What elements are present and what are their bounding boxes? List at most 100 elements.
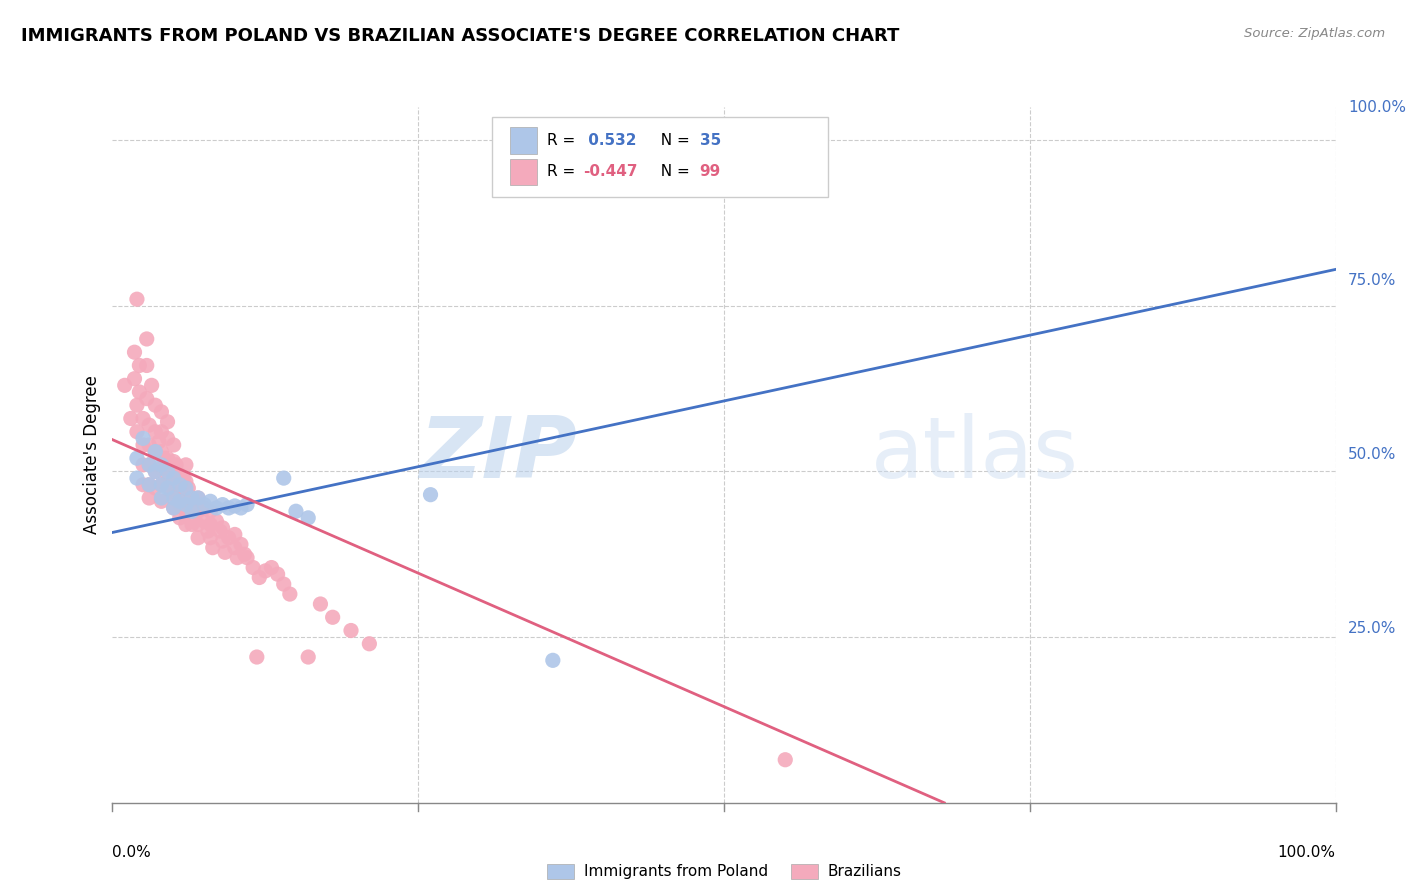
- Point: [132, 431, 155, 445]
- Point: [229, 537, 252, 551]
- Point: [174, 504, 197, 518]
- Point: [174, 458, 197, 472]
- Point: [143, 465, 166, 479]
- Point: [120, 411, 142, 425]
- Point: [143, 481, 166, 495]
- Point: [218, 531, 240, 545]
- Y-axis label: Associate's Degree: Associate's Degree: [83, 376, 101, 534]
- Point: [135, 332, 157, 346]
- Point: [156, 431, 179, 445]
- FancyBboxPatch shape: [510, 159, 537, 185]
- Point: [201, 541, 224, 555]
- Text: 100.0%: 100.0%: [1278, 845, 1336, 860]
- Point: [165, 458, 187, 472]
- Point: [181, 491, 204, 505]
- Point: [169, 484, 191, 499]
- Point: [266, 567, 288, 582]
- Point: [187, 517, 209, 532]
- Point: [163, 488, 186, 502]
- Point: [124, 345, 146, 359]
- Point: [205, 500, 228, 515]
- Point: [169, 498, 191, 512]
- Text: 0.0%: 0.0%: [112, 845, 152, 860]
- Point: [150, 491, 173, 505]
- Text: R =: R =: [547, 133, 579, 148]
- Point: [143, 465, 166, 479]
- Point: [226, 550, 249, 565]
- Point: [150, 494, 173, 508]
- Legend: Immigrants from Poland, Brazilians: Immigrants from Poland, Brazilians: [541, 857, 907, 886]
- Point: [236, 550, 259, 565]
- Point: [236, 498, 259, 512]
- Point: [156, 481, 179, 495]
- Point: [141, 378, 163, 392]
- Point: [143, 425, 166, 439]
- Point: [153, 451, 176, 466]
- Point: [174, 517, 197, 532]
- Point: [174, 475, 197, 489]
- Text: 0.532: 0.532: [583, 133, 637, 148]
- Point: [273, 471, 295, 485]
- Point: [218, 500, 240, 515]
- Point: [278, 587, 301, 601]
- Point: [163, 491, 186, 505]
- Point: [193, 498, 215, 512]
- Point: [419, 488, 441, 502]
- Point: [156, 467, 179, 482]
- Point: [205, 514, 228, 528]
- Text: 100.0%: 100.0%: [1348, 100, 1406, 114]
- Point: [211, 498, 233, 512]
- Text: Source: ZipAtlas.com: Source: ZipAtlas.com: [1244, 27, 1385, 40]
- Point: [187, 491, 209, 505]
- Point: [273, 577, 295, 591]
- Point: [172, 471, 194, 485]
- Point: [211, 534, 233, 549]
- Point: [132, 438, 155, 452]
- Point: [138, 477, 160, 491]
- Point: [163, 454, 186, 468]
- Point: [297, 650, 319, 665]
- Point: [163, 471, 186, 485]
- Point: [150, 477, 173, 491]
- Text: 99: 99: [700, 164, 721, 179]
- Point: [224, 527, 246, 541]
- Point: [233, 547, 256, 561]
- Text: R =: R =: [547, 164, 579, 179]
- Point: [177, 481, 200, 495]
- Point: [150, 461, 173, 475]
- Point: [200, 517, 222, 532]
- Point: [209, 524, 232, 538]
- Point: [211, 521, 233, 535]
- Point: [181, 491, 204, 505]
- Text: 75.0%: 75.0%: [1348, 274, 1396, 288]
- Point: [322, 610, 344, 624]
- Point: [169, 494, 191, 508]
- Point: [138, 438, 160, 452]
- Point: [138, 458, 160, 472]
- Point: [135, 359, 157, 373]
- Text: 25.0%: 25.0%: [1348, 622, 1396, 636]
- Point: [148, 434, 170, 449]
- Point: [229, 500, 252, 515]
- Point: [128, 359, 150, 373]
- Point: [163, 438, 186, 452]
- Point: [150, 458, 173, 472]
- Point: [163, 500, 186, 515]
- Point: [156, 451, 179, 466]
- Point: [242, 560, 264, 574]
- Point: [169, 511, 191, 525]
- Point: [138, 458, 160, 472]
- Point: [224, 499, 246, 513]
- Point: [254, 564, 277, 578]
- Point: [169, 467, 191, 482]
- Point: [132, 458, 155, 472]
- Point: [163, 471, 186, 485]
- Point: [541, 653, 564, 667]
- Point: [174, 481, 197, 495]
- Point: [132, 477, 155, 491]
- Point: [200, 504, 222, 518]
- Point: [181, 517, 204, 532]
- Point: [156, 415, 179, 429]
- Point: [246, 650, 269, 665]
- Point: [181, 504, 204, 518]
